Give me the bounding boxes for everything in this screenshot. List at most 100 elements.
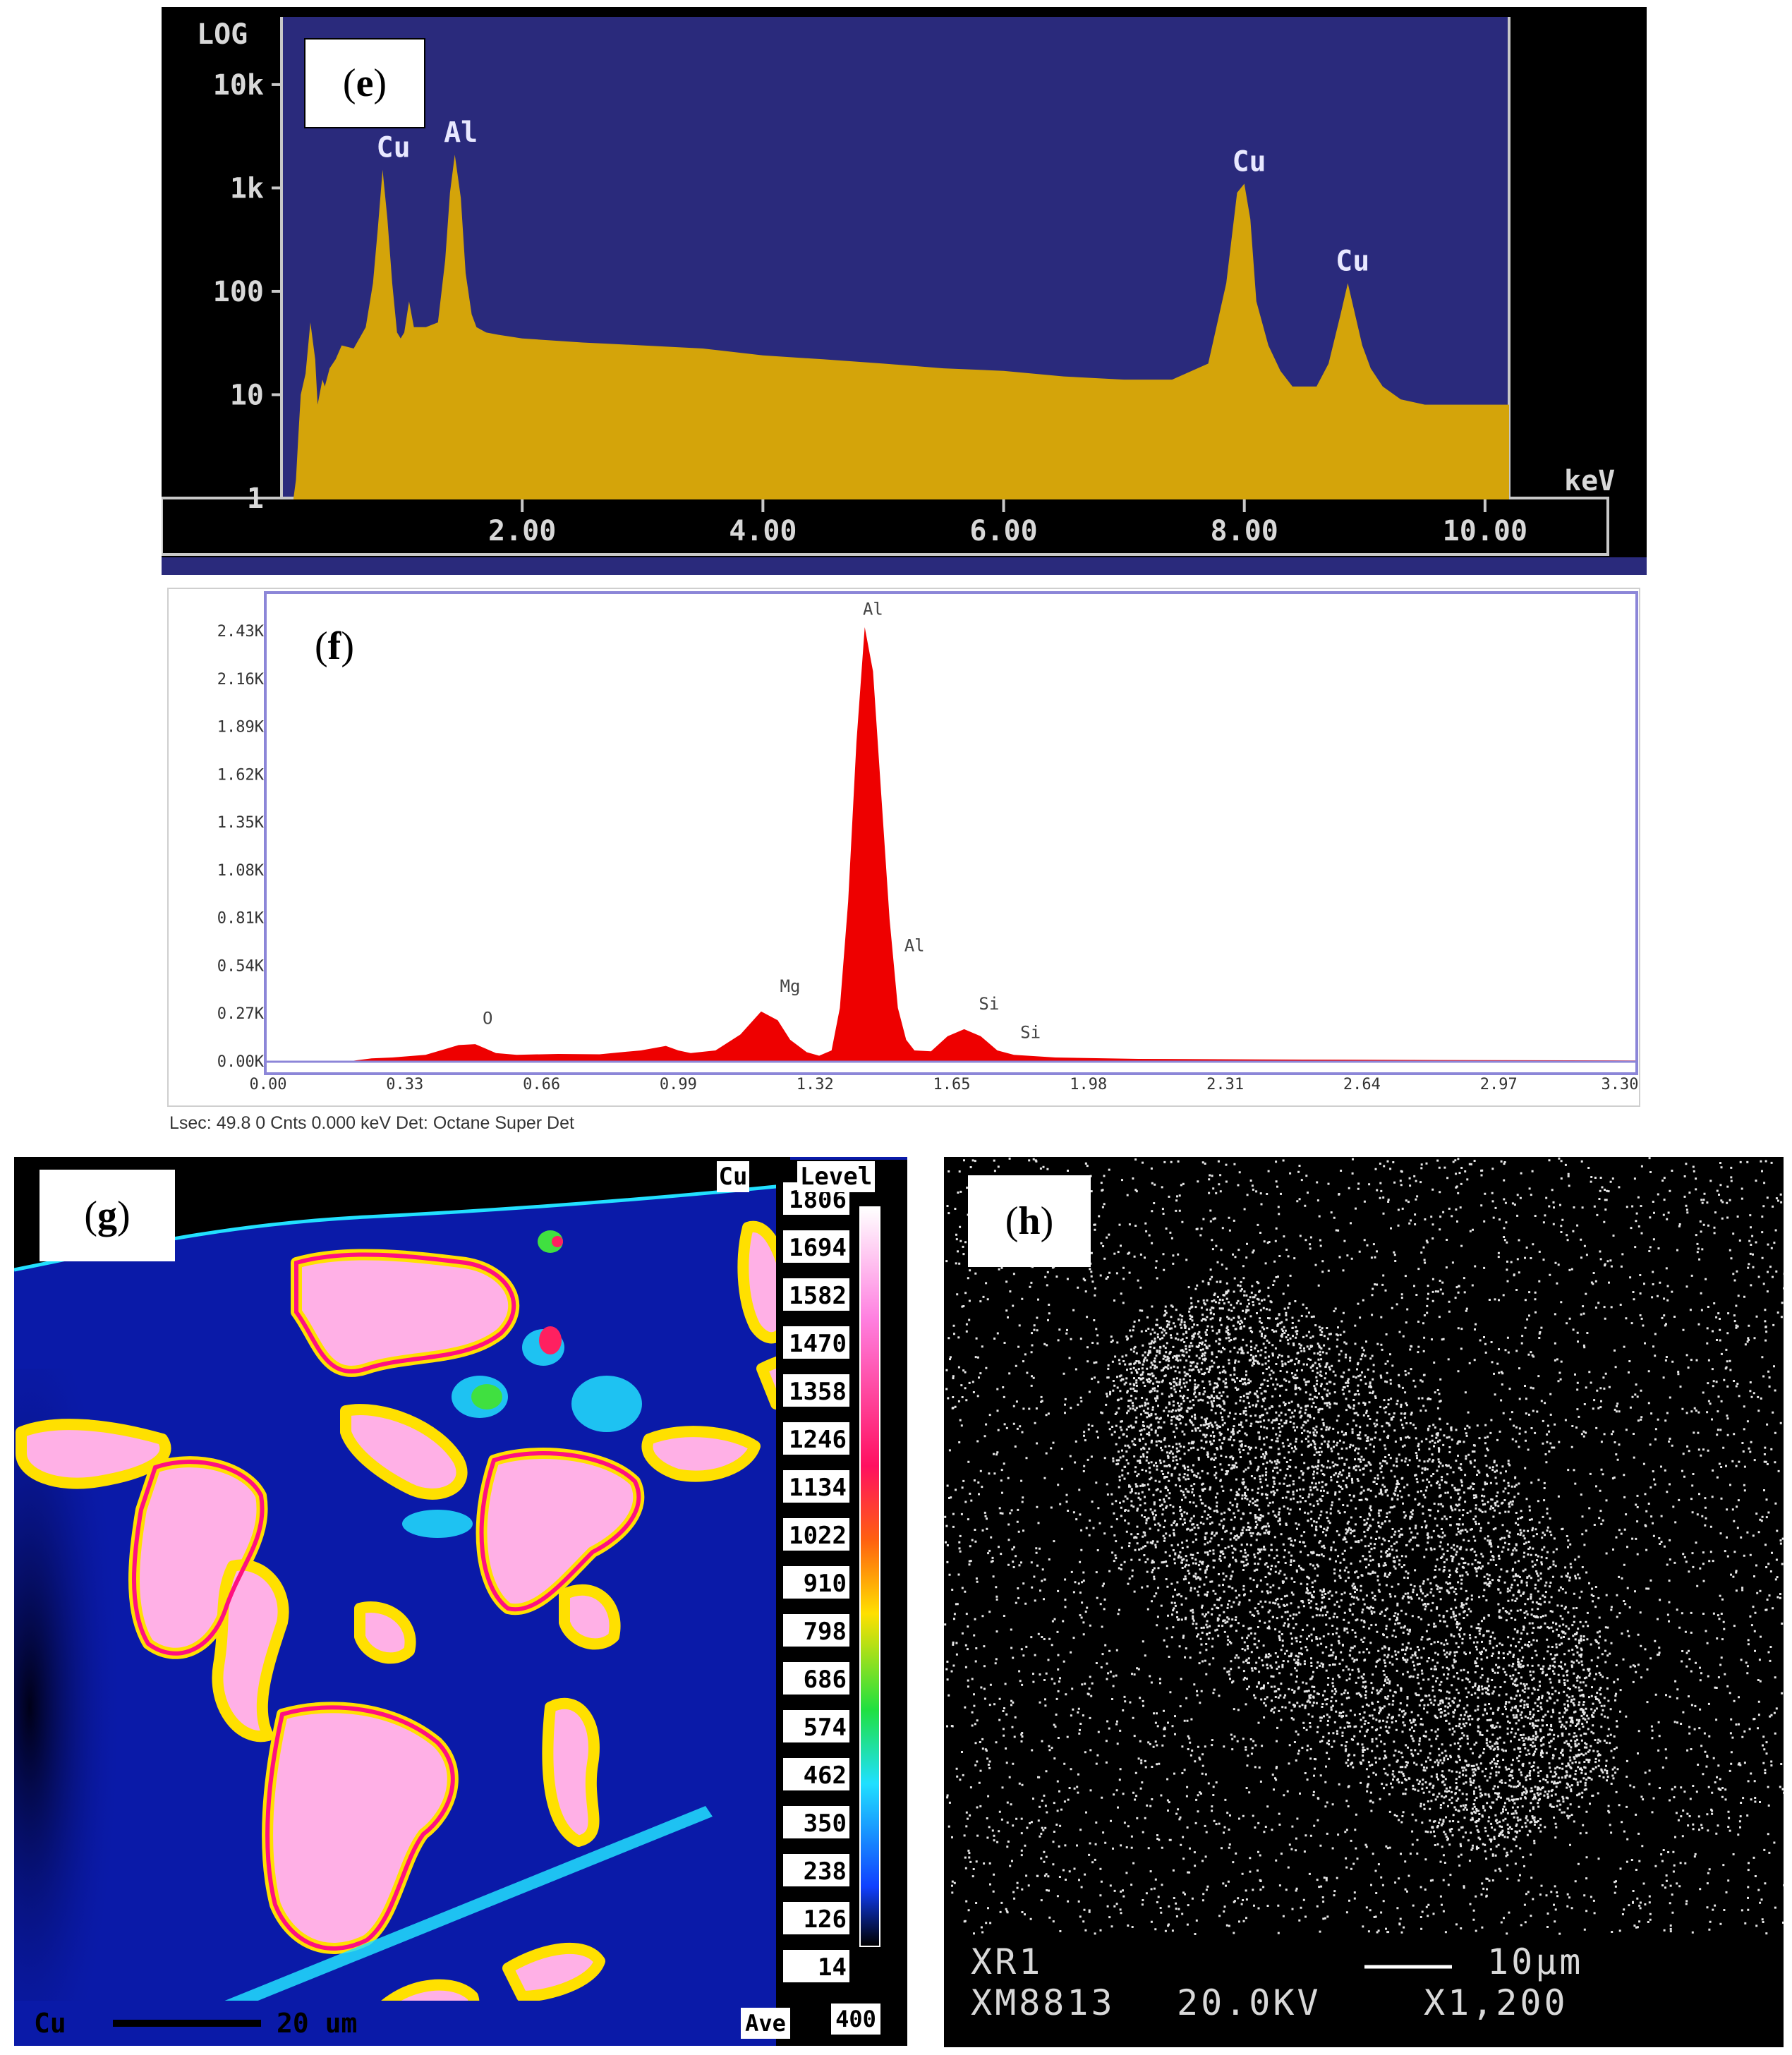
spectrum-series-e xyxy=(293,154,1509,500)
x-tick-label: 1.98 xyxy=(1070,1076,1107,1093)
y-tick-label: 0.00K xyxy=(217,1053,265,1071)
cu-element-map: 1806169415821470135812461134102291079868… xyxy=(14,1157,907,2046)
level-label-box xyxy=(783,1950,849,1982)
level-label-box xyxy=(783,1902,849,1934)
y-tick-label: 10 xyxy=(230,379,264,411)
peak-label: Al xyxy=(904,935,925,955)
accelerating-voltage: 20.0KV xyxy=(1177,1982,1321,2023)
y-tick-label: 0.81K xyxy=(217,910,265,928)
level-label-box xyxy=(783,1854,849,1886)
x-tick-label: 0.99 xyxy=(660,1076,697,1093)
x-tick-label: 0.00 xyxy=(250,1076,287,1093)
scalebar-element-label: Cu xyxy=(34,2008,66,2039)
level-label: 798 xyxy=(804,1618,847,1646)
peak-label: O xyxy=(483,1008,492,1028)
eds-spectrum-log-chart: 10k 1k 100 10 1 2.00 4.00 6.00 8.00 10.00 Cu Al Cu… xyxy=(160,7,1647,575)
x-tick-label: 2.31 xyxy=(1206,1076,1244,1093)
plot-area xyxy=(264,591,1638,1075)
y-tick-label: 100 xyxy=(213,276,264,308)
magnification: X1,200 xyxy=(1424,1982,1568,2023)
panel-label-f: (f) xyxy=(315,624,354,668)
x-tick-label: 4.00 xyxy=(729,515,797,547)
level-label: 1134 xyxy=(789,1474,847,1502)
y-tick-label: 0.54K xyxy=(217,957,265,975)
peak-label: Cu xyxy=(1232,145,1266,178)
level-label-box xyxy=(783,1374,849,1407)
peak-label: Cu xyxy=(1336,245,1369,277)
peak-label: Al xyxy=(444,116,478,149)
y-tick-label: 1.08K xyxy=(217,862,265,880)
level-label: 1022 xyxy=(789,1522,847,1550)
panel-label-g: (g) xyxy=(40,1170,175,1261)
peak-label: Cu xyxy=(377,132,411,164)
y-tick-label: 1.62K xyxy=(217,766,265,784)
level-label-box xyxy=(783,1326,849,1359)
y-tick-label: 1 xyxy=(247,483,264,515)
level-label-box xyxy=(783,1662,849,1695)
level-label: 1358 xyxy=(789,1378,847,1406)
level-label-box xyxy=(783,1422,849,1455)
panel-label-h: (h) xyxy=(968,1175,1091,1267)
level-label-box xyxy=(783,1566,849,1599)
peak-label: Mg xyxy=(780,976,801,996)
level-label: 238 xyxy=(804,1857,847,1886)
y-axis-scale-label: LOG xyxy=(197,18,248,51)
ave-value: 400 xyxy=(831,2004,880,2035)
detector-label: XR1 xyxy=(971,1941,1043,1982)
peak-label: Si xyxy=(979,994,999,1014)
level-label: 126 xyxy=(804,1905,847,1934)
panel-h: XR1 10µm XM8813 20.0KV X1,200 (h) xyxy=(944,1157,1784,2047)
level-label: 910 xyxy=(804,1570,847,1598)
level-label-box xyxy=(783,1278,849,1311)
y-tick-label: 2.16K xyxy=(217,671,265,689)
level-label-box xyxy=(783,1518,849,1551)
x-tick-label: 0.33 xyxy=(386,1076,423,1093)
x-tick-label: 0.66 xyxy=(523,1076,560,1093)
x-axis-unit-label: keV xyxy=(1564,465,1615,497)
x-tick-label: 2.64 xyxy=(1343,1076,1381,1093)
peak-label: Al xyxy=(863,599,883,619)
level-label-box xyxy=(783,1470,849,1503)
spectrum-footer-text: Lsec: 49.8 0 Cnts 0.000 keV Det: Octane … xyxy=(169,1113,574,1133)
level-label-box xyxy=(783,1710,849,1742)
scalebar-text: 10µm xyxy=(1487,1941,1584,1982)
level-label: 1246 xyxy=(789,1426,847,1454)
level-label: 686 xyxy=(804,1666,847,1694)
level-label: 462 xyxy=(804,1762,847,1790)
level-label-box xyxy=(783,1758,849,1790)
panel-g: 1806 1694 1582 1470 1358 1246 1134 1022 910 798 68… xyxy=(14,1157,907,2046)
level-title: Level xyxy=(797,1161,875,1192)
y-tick-label: 1.89K xyxy=(217,719,265,736)
x-tick-label: 2.00 xyxy=(488,515,556,547)
level-label: 1582 xyxy=(789,1282,847,1310)
x-tick-label: 8.00 xyxy=(1211,515,1278,547)
x-tick-label: 1.65 xyxy=(933,1076,971,1093)
panel-label-e: (e) xyxy=(304,38,425,128)
y-tick-label: 1k xyxy=(230,172,264,205)
panel-e: 10k 1k 100 10 1 2.00 4.00 6.00 8.00 10.00 Cu Al Cu… xyxy=(160,7,1647,575)
ave-label: Ave xyxy=(741,2008,790,2039)
level-label: 1694 xyxy=(789,1234,847,1262)
xray-dot-map xyxy=(944,1157,1784,2047)
level-label: 350 xyxy=(804,1810,847,1838)
y-tick-label: 1.35K xyxy=(217,814,265,832)
map-element-label: Cu xyxy=(717,1161,749,1192)
level-label-box xyxy=(783,1806,849,1838)
scalebar-text: 20 um xyxy=(277,2008,358,2039)
eds-spectrum-linear-chart: 2.43K 2.16K 1.89K 1.62K 1.35K 1.08K 0.81K 0.54K… xyxy=(167,588,1640,1107)
x-tick-label: 1.32 xyxy=(797,1076,834,1093)
image-id: XM8813 xyxy=(971,1982,1115,2023)
x-tick-label: 6.00 xyxy=(969,515,1037,547)
y-tick-label: 0.27K xyxy=(217,1005,265,1023)
level-label-box xyxy=(783,1230,849,1263)
level-label: 574 xyxy=(804,1714,847,1742)
x-tick-label: 3.30 xyxy=(1602,1076,1639,1093)
y-tick-label: 2.43K xyxy=(217,623,265,641)
peak-label: Si xyxy=(1020,1022,1041,1042)
level-label: 14 xyxy=(818,1953,847,1982)
panel-f: 2.43K 2.16K 1.89K 1.62K 1.35K 1.08K 0.81K 0.54K… xyxy=(167,587,1641,1109)
level-label: 1470 xyxy=(789,1330,847,1358)
x-tick-label: 10.00 xyxy=(1443,515,1527,547)
y-tick-label: 10k xyxy=(213,69,264,102)
level-label-box xyxy=(783,1614,849,1647)
